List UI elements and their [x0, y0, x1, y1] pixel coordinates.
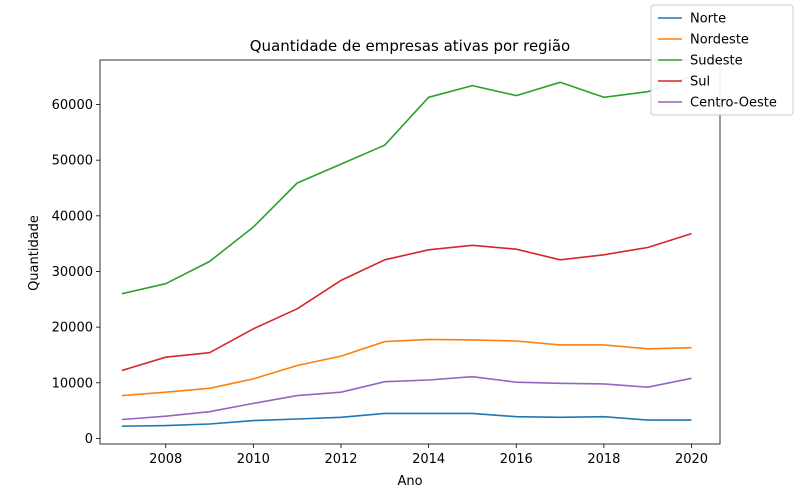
- y-tick-label: 60000: [52, 98, 93, 113]
- x-axis-title: Ano: [397, 474, 422, 489]
- x-tick-label: 2016: [500, 452, 533, 467]
- chart-title: Quantidade de empresas ativas por região: [250, 37, 570, 55]
- x-tick-label: 2020: [675, 452, 708, 467]
- y-tick-label: 10000: [52, 376, 93, 391]
- y-axis-title: Quantidade: [27, 215, 42, 291]
- x-axis-ticks: 2008 2010 2012 2014 2016 2018 2020: [149, 444, 708, 467]
- x-tick-label: 2010: [237, 452, 270, 467]
- legend-entry: Norte: [690, 12, 726, 27]
- x-tick-label: 2014: [412, 452, 445, 467]
- x-tick-label: 2008: [149, 452, 182, 467]
- legend: Norte Nordeste Sudeste Sul Centro-Oeste: [650, 4, 794, 116]
- legend-entry: Nordeste: [690, 33, 749, 48]
- legend-entry: Centro-Oeste: [690, 96, 777, 111]
- legend-entry: Sudeste: [690, 54, 743, 69]
- x-tick-label: 2012: [324, 452, 357, 467]
- y-tick-label: 0: [85, 432, 93, 447]
- axes-frame: [99, 59, 721, 445]
- series-line-5: [121, 375, 692, 421]
- series-line-1: [121, 412, 692, 427]
- series-line-3: [121, 75, 692, 295]
- series-line-2: [121, 338, 692, 397]
- plot-area: [99, 59, 721, 445]
- y-tick-label: 30000: [52, 265, 93, 280]
- legend-box: [650, 4, 794, 116]
- x-tick-label: 2018: [587, 452, 620, 467]
- series-line-4: [121, 232, 692, 372]
- y-tick-label: 20000: [52, 321, 93, 336]
- legend-entry: Sul: [690, 75, 710, 90]
- y-axis-ticks: 0 10000 20000 30000 40000 50000 60000: [52, 98, 100, 447]
- y-tick-label: 40000: [52, 209, 93, 224]
- y-tick-label: 50000: [52, 154, 93, 169]
